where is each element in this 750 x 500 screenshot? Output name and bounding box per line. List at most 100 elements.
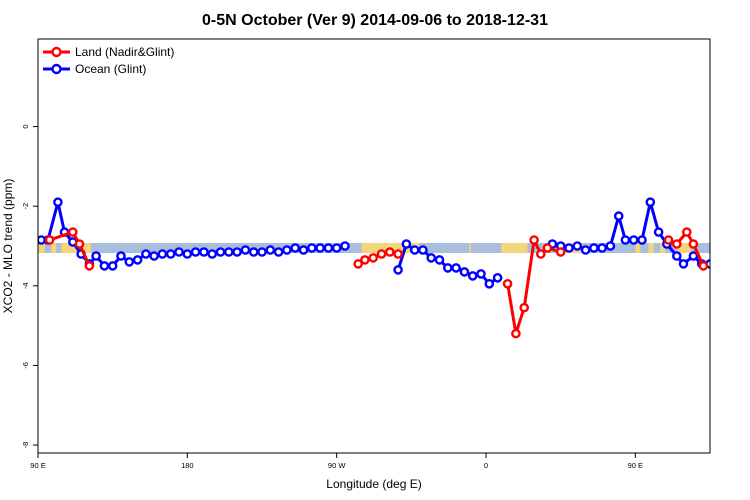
land-band bbox=[648, 242, 654, 253]
ocean-point bbox=[215, 247, 226, 257]
ocean-point bbox=[91, 251, 101, 261]
x-tick-label: 90 W bbox=[328, 461, 346, 470]
ocean-point bbox=[672, 251, 682, 261]
ocean-point bbox=[645, 197, 656, 207]
ocean-point bbox=[597, 243, 607, 253]
land-point bbox=[360, 255, 370, 265]
ocean-point bbox=[223, 247, 234, 257]
ocean-point bbox=[589, 243, 599, 253]
ocean-point bbox=[306, 243, 317, 253]
ocean-point bbox=[298, 245, 309, 255]
ocean-point bbox=[232, 247, 242, 257]
x-axis-label: Longitude (deg E) bbox=[326, 477, 421, 491]
series-land bbox=[44, 227, 709, 339]
ocean-point bbox=[613, 211, 624, 221]
land-point bbox=[84, 261, 95, 271]
land-point bbox=[663, 235, 674, 245]
land-point bbox=[519, 302, 530, 313]
ocean-point bbox=[401, 239, 412, 249]
land-point bbox=[74, 239, 85, 249]
ocean-point bbox=[467, 271, 478, 281]
land-point bbox=[529, 235, 539, 245]
land-point bbox=[698, 261, 709, 271]
legend: Land (Nadir&Glint) Ocean (Glint) bbox=[43, 45, 174, 76]
legend-entry-ocean: Ocean (Glint) bbox=[43, 62, 146, 76]
ocean-point bbox=[605, 241, 616, 251]
land-point bbox=[555, 247, 566, 257]
ocean-point bbox=[315, 243, 325, 253]
land-point bbox=[688, 239, 699, 249]
ocean-point bbox=[409, 245, 420, 255]
ocean-point bbox=[731, 254, 738, 261]
land-point bbox=[502, 278, 513, 289]
x-tick-label: 180 bbox=[181, 461, 194, 470]
ocean-point bbox=[564, 243, 574, 253]
x-tick-label: 0 bbox=[484, 461, 488, 470]
ocean-point bbox=[393, 265, 403, 275]
land-band bbox=[676, 242, 692, 253]
ocean-point bbox=[141, 249, 151, 259]
ocean-point bbox=[340, 241, 350, 251]
x-tick-label: 90 E bbox=[628, 461, 643, 470]
ocean-point bbox=[492, 272, 503, 283]
legend-ocean-label: Ocean (Glint) bbox=[75, 62, 146, 76]
ocean-point bbox=[282, 245, 292, 255]
ocean-point bbox=[107, 261, 118, 271]
land-point bbox=[511, 328, 521, 339]
chart-title: 0-5N October (Ver 9) 2014-09-06 to 2018-… bbox=[202, 12, 548, 29]
ocean-point bbox=[124, 257, 135, 267]
ocean-point bbox=[157, 249, 168, 259]
land-band bbox=[51, 242, 57, 253]
ocean-series-line bbox=[41, 200, 346, 268]
land-point bbox=[68, 227, 78, 237]
ocean-point bbox=[484, 278, 495, 289]
land-band bbox=[500, 242, 528, 253]
ocean-point bbox=[174, 247, 184, 257]
ocean-point bbox=[132, 255, 143, 265]
ocean-point bbox=[476, 269, 486, 279]
y-tick-label: -8 bbox=[21, 442, 30, 449]
ocean-point bbox=[323, 243, 334, 253]
land-point bbox=[672, 239, 682, 249]
ocean-point bbox=[637, 235, 647, 245]
ocean-point bbox=[240, 245, 251, 255]
land-point bbox=[384, 247, 395, 257]
land-point bbox=[542, 243, 553, 253]
ocean-point bbox=[199, 247, 209, 257]
land-point bbox=[353, 259, 364, 269]
ocean-point bbox=[418, 245, 428, 255]
ocean-point bbox=[273, 247, 284, 257]
y-axis-ticks: 0 -2 -4 -6 -8 bbox=[21, 124, 38, 448]
land-point bbox=[536, 249, 546, 259]
land-band bbox=[38, 242, 45, 253]
ocean-point bbox=[678, 259, 689, 269]
series-layer bbox=[38, 197, 747, 339]
ocean-point bbox=[740, 252, 747, 259]
ocean-point bbox=[434, 255, 445, 265]
ocean-point bbox=[715, 252, 722, 259]
land-band bbox=[660, 242, 666, 253]
legend-entry-land: Land (Nadir&Glint) bbox=[43, 45, 174, 59]
land-band bbox=[635, 242, 641, 253]
plot-frame bbox=[37, 38, 711, 454]
ocean-point bbox=[99, 261, 110, 271]
ocean-series-line bbox=[552, 200, 710, 266]
ocean-point bbox=[688, 251, 699, 261]
ocean-point bbox=[248, 247, 259, 257]
land-band bbox=[469, 242, 472, 253]
ocean-point bbox=[442, 263, 453, 273]
legend-land-label: Land (Nadir&Glint) bbox=[75, 45, 174, 59]
ocean-point bbox=[116, 251, 126, 261]
ocean-point bbox=[290, 243, 301, 253]
land-point bbox=[44, 235, 55, 245]
ocean-point bbox=[165, 249, 176, 259]
ocean-point bbox=[265, 245, 276, 255]
y-tick-label: -2 bbox=[21, 203, 30, 210]
legend-ocean-marker bbox=[51, 63, 62, 75]
ocean-point bbox=[182, 249, 193, 259]
land-point bbox=[393, 249, 403, 259]
ocean-point bbox=[620, 235, 631, 245]
land-point bbox=[682, 227, 692, 237]
land-point bbox=[368, 253, 379, 263]
